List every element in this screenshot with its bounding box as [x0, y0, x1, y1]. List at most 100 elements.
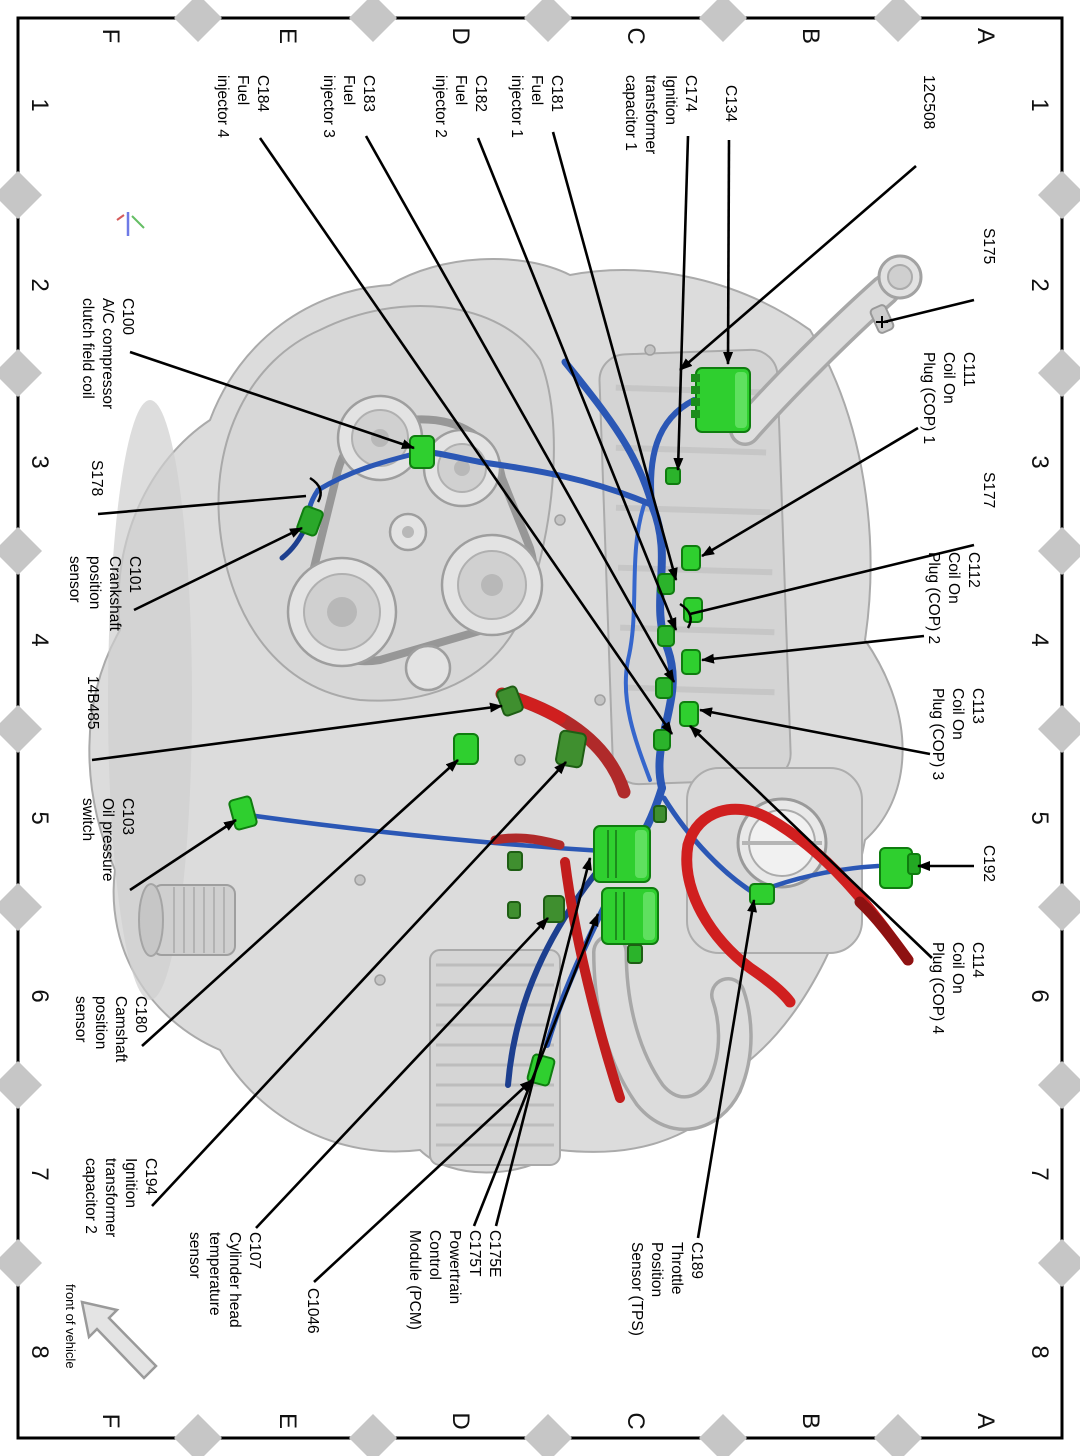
callout-c182: C182 Fuel injector 2	[430, 75, 490, 138]
grid-number-top-2: 2	[1026, 278, 1053, 292]
callout-c100-line: C100	[119, 298, 136, 336]
callout-c103-line: Oil pressure	[99, 798, 116, 882]
grid-letter-left-D: D	[447, 27, 474, 45]
callout-c189-line: Sensor (TPS)	[628, 1242, 645, 1336]
callout-c180-line: C180	[132, 996, 149, 1034]
callout-c183: C183 Fuel injector 3	[318, 75, 378, 138]
callout-c174-line: Ignition	[662, 75, 679, 125]
callout-s178: S178	[86, 460, 106, 496]
callout-pcm-line: Powertrain	[446, 1230, 463, 1305]
callout-c180-line: sensor	[72, 996, 89, 1043]
callout-c189-line: C189	[688, 1242, 705, 1280]
callout-c111: C111 Coil On Plug (COP) 1	[918, 352, 978, 444]
connector-c192	[879, 847, 921, 889]
callout-pcm-line: Control	[426, 1230, 443, 1280]
callout-c134-line: C134	[722, 85, 739, 123]
grid-number-bottom-1: 1	[26, 98, 53, 112]
callout-c194-line: transformer	[102, 1158, 119, 1238]
callout-s177-line: S177	[980, 472, 997, 509]
callout-c114-line: Coil On	[949, 942, 966, 994]
callout-c174-line: capacitor 1	[622, 75, 639, 151]
callout-s175: S175	[978, 228, 998, 264]
callout-c180: C180 Camshaft position sensor	[70, 996, 150, 1062]
callout-c182-line: injector 2	[432, 75, 449, 138]
callout-c182-line: C182	[472, 75, 489, 113]
callout-c1046: C1046	[302, 1288, 322, 1334]
splice-s177-marker	[679, 602, 692, 629]
grid-number-bottom-4: 4	[26, 633, 53, 647]
grid-letter-left-B: B	[797, 27, 824, 45]
callout-c174-line: C174	[682, 75, 699, 113]
callout-pcm-line: C175E	[486, 1230, 503, 1278]
callout-c101-line: Crankshaft	[106, 556, 123, 631]
callout-c111-line: Plug (COP) 1	[920, 352, 937, 445]
callout-c114-line: Plug (COP) 4	[929, 942, 946, 1035]
callout-c112-line: C112	[965, 552, 982, 588]
grid-letter-right-D: D	[447, 1412, 474, 1430]
fuel-injector-connectors	[653, 573, 675, 751]
callout-front-line: front of vehicle	[63, 1284, 78, 1369]
callout-14b485: 14B485	[82, 676, 102, 729]
splice-s178-marker	[309, 476, 322, 503]
callout-c183-line: injector 3	[320, 75, 337, 138]
grid-letter-right-B: B	[797, 1412, 824, 1430]
callout-c192: C192	[978, 845, 998, 882]
callout-c180-line: Camshaft	[112, 996, 129, 1063]
grid-number-top-6: 6	[1026, 989, 1053, 1003]
callout-c101-line: position	[86, 556, 103, 610]
connector-pcm-c175e	[593, 825, 651, 883]
callout-c184-line: C184	[254, 75, 271, 113]
callout-c113-line: Coil On	[949, 688, 966, 740]
callout-c111-line: Coil On	[940, 352, 957, 404]
callout-c107-line: sensor	[186, 1232, 203, 1279]
oil-filter	[138, 883, 236, 957]
callout-c184-line: injector 4	[214, 75, 231, 138]
grid-letter-left-A: A	[972, 27, 999, 45]
grid-number-bottom-2: 2	[26, 278, 53, 292]
callout-c103: C103 Oil pressure switch	[77, 798, 137, 882]
callout-c181-line: C181	[548, 75, 565, 113]
callout-front: front of vehicle	[62, 1284, 78, 1369]
callout-c184: C184 Fuel injector 4	[212, 75, 272, 138]
callout-c114: C114 Coil On Plug (COP) 4	[927, 942, 987, 1034]
callout-s175-line: S175	[980, 228, 997, 265]
callout-c113: C113 Coil On Plug (COP) 3	[927, 688, 987, 780]
leader-lines	[91, 131, 975, 1283]
callout-c1046-line: C1046	[304, 1288, 321, 1334]
grid-letter-left-C: C	[622, 27, 649, 45]
connector-c180	[453, 733, 479, 765]
callout-c100-line: A/C compressor	[99, 298, 116, 410]
callout-c183-line: Fuel	[340, 75, 357, 106]
callout-c101-line: C101	[126, 556, 143, 594]
callout-c134: C134	[720, 85, 740, 122]
connector-c100	[409, 435, 435, 469]
callout-c111-line: C111	[960, 352, 977, 387]
air-duct	[729, 254, 923, 446]
connector-c107-target	[543, 895, 565, 923]
callout-c194-line: Ignition	[122, 1158, 139, 1208]
grid-number-top-8: 8	[1026, 1345, 1053, 1359]
grid-letter-right-E: E	[274, 1412, 301, 1430]
callout-c181: C181 Fuel injector 1	[506, 75, 566, 138]
grid-number-top-5: 5	[1026, 811, 1053, 825]
coolant-hoses-red	[490, 687, 914, 1103]
callout-c107: C107 Cylinder head temperature sensor	[184, 1232, 264, 1328]
connectors-green	[228, 316, 921, 1087]
callout-c181-line: injector 1	[508, 75, 525, 138]
callout-c194-line: capacitor 2	[82, 1158, 99, 1234]
callout-c189-line: Throttle	[668, 1242, 685, 1295]
callout-c114-line: C114	[969, 942, 986, 978]
callout-pcm: C175E C175T Powertrain Control Module (PCM)	[404, 1230, 504, 1330]
callout-c184-line: Fuel	[234, 75, 251, 106]
callout-c101-line: sensor	[66, 556, 83, 603]
grid-number-bottom-3: 3	[26, 455, 53, 469]
callout-c194: C194 Ignition transformer capacitor 2	[80, 1158, 160, 1237]
callout-c180-line: position	[92, 996, 109, 1050]
callout-pcm-line: C175T	[466, 1230, 483, 1277]
callout-s178-line: S178	[88, 460, 105, 497]
callout-c107-line: temperature	[206, 1232, 223, 1316]
callout-c112-line: Coil On	[945, 552, 962, 604]
connector-c101	[296, 505, 324, 537]
